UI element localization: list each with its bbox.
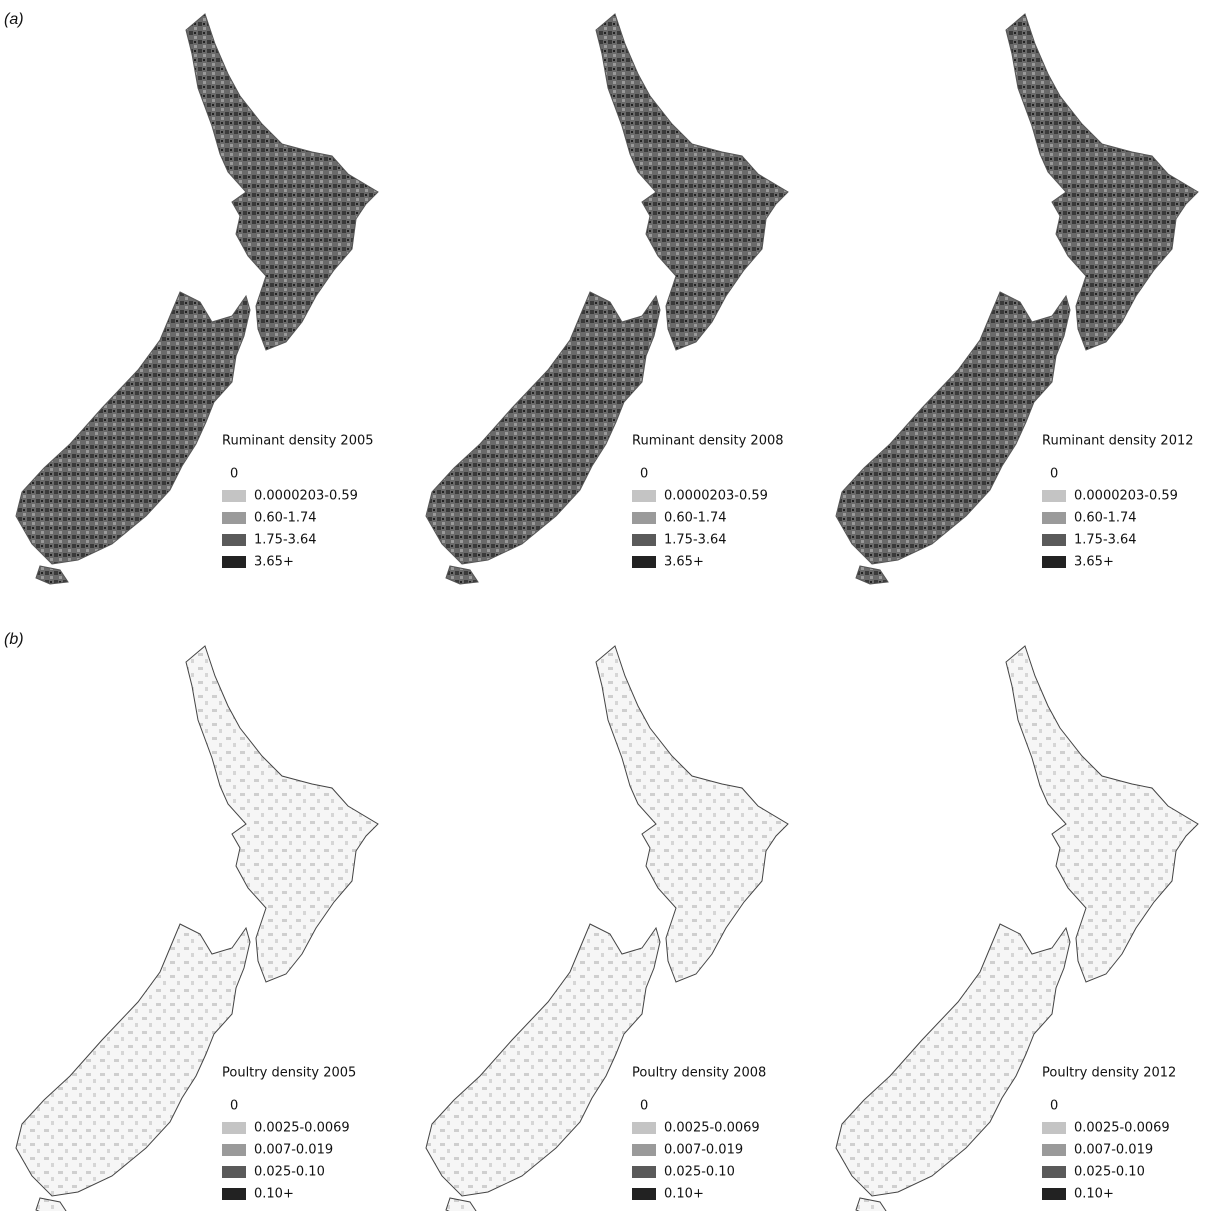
legend-title: Ruminant density 2008 [632, 434, 784, 449]
map: Ruminant density 2008 0 0.0000203-0.59 0.60… [426, 14, 788, 584]
panel-label: (b) [4, 631, 24, 648]
legend-label: 0 [1050, 1099, 1058, 1114]
legend-title: Poultry density 2008 [632, 1066, 766, 1081]
legend-swatch [222, 556, 246, 568]
legend-swatch [1042, 490, 1066, 502]
legend-swatch [1042, 512, 1066, 524]
legend-label: 0.10+ [254, 1187, 294, 1202]
legend-label: 3.65+ [664, 555, 704, 570]
legend-label: 0.007-0.019 [254, 1143, 333, 1158]
legend-label: 0.007-0.019 [1074, 1143, 1153, 1158]
legend-label: 0.60-1.74 [1074, 511, 1137, 526]
legend-label: 0 [640, 1099, 648, 1114]
island [836, 924, 1070, 1196]
legend-label: 0.10+ [664, 1187, 704, 1202]
legend-swatch [632, 1188, 656, 1200]
legend-swatch [1042, 1188, 1066, 1200]
legend-label: 0.025-0.10 [254, 1165, 325, 1180]
legend-swatch [632, 512, 656, 524]
legend-swatch [1042, 1122, 1066, 1134]
legend-label: 0.0025-0.0069 [664, 1121, 760, 1136]
map: Poultry density 2005 0 0.0025-0.0069 0.007-… [16, 646, 378, 1211]
legend-label: 0.0000203-0.59 [664, 489, 768, 504]
figure: (a) Ruminant density 2005 0 0.0000203-0.59 0… [0, 0, 1219, 1211]
legend-swatch [222, 1166, 246, 1178]
legend-label: 1.75-3.64 [1074, 533, 1137, 548]
island [446, 566, 478, 584]
island [596, 646, 788, 982]
legend-swatch [1042, 1144, 1066, 1156]
legend-swatch [632, 1144, 656, 1156]
legend-title: Ruminant density 2012 [1042, 434, 1194, 449]
map: Poultry density 2012 0 0.0025-0.0069 0.007-… [836, 646, 1198, 1211]
legend-swatch [222, 1122, 246, 1134]
legend-label: 3.65+ [254, 555, 294, 570]
legend-label: 0 [230, 467, 238, 482]
legend-label: 0.60-1.74 [254, 511, 317, 526]
legend-label: 0.025-0.10 [664, 1165, 735, 1180]
island [836, 292, 1070, 564]
island [16, 924, 250, 1196]
legend-label: 0.60-1.74 [664, 511, 727, 526]
legend-swatch [1042, 534, 1066, 546]
island [856, 1198, 888, 1211]
island [16, 292, 250, 564]
legend-label: 0 [1050, 467, 1058, 482]
map: Ruminant density 2005 0 0.0000203-0.59 0.60… [16, 14, 378, 584]
island [426, 292, 660, 564]
legend-label: 0.0025-0.0069 [1074, 1121, 1170, 1136]
legend-swatch [632, 556, 656, 568]
legend-label: 3.65+ [1074, 555, 1114, 570]
legend-swatch [632, 490, 656, 502]
legend-title: Poultry density 2005 [222, 1066, 356, 1081]
island [1006, 14, 1198, 350]
legend-label: 0.0000203-0.59 [1074, 489, 1178, 504]
legend-swatch [632, 1166, 656, 1178]
legend-swatch [222, 490, 246, 502]
map: Ruminant density 2012 0 0.0000203-0.59 0.60… [836, 14, 1198, 584]
legend-label: 1.75-3.64 [664, 533, 727, 548]
island [856, 566, 888, 584]
legend-label: 0.025-0.10 [1074, 1165, 1145, 1180]
island [186, 646, 378, 982]
legend-label: 0.0000203-0.59 [254, 489, 358, 504]
legend-label: 0.0025-0.0069 [254, 1121, 350, 1136]
legend-swatch [632, 534, 656, 546]
island [596, 14, 788, 350]
legend-label: 1.75-3.64 [254, 533, 317, 548]
island [1006, 646, 1198, 982]
legend-swatch [222, 512, 246, 524]
island [426, 924, 660, 1196]
panel-label: (a) [4, 11, 24, 28]
legend-label: 0 [640, 467, 648, 482]
legend-title: Poultry density 2012 [1042, 1066, 1176, 1081]
island [446, 1198, 478, 1211]
island [36, 1198, 68, 1211]
legend-swatch [632, 1122, 656, 1134]
legend-label: 0.007-0.019 [664, 1143, 743, 1158]
legend-swatch [222, 1188, 246, 1200]
legend-label: 0.10+ [1074, 1187, 1114, 1202]
legend-swatch [222, 1144, 246, 1156]
legend-swatch [222, 534, 246, 546]
island [186, 14, 378, 350]
legend-title: Ruminant density 2005 [222, 434, 374, 449]
legend-swatch [1042, 556, 1066, 568]
legend-swatch [1042, 1166, 1066, 1178]
map: Poultry density 2008 0 0.0025-0.0069 0.007-… [426, 646, 788, 1211]
island [36, 566, 68, 584]
legend-label: 0 [230, 1099, 238, 1114]
